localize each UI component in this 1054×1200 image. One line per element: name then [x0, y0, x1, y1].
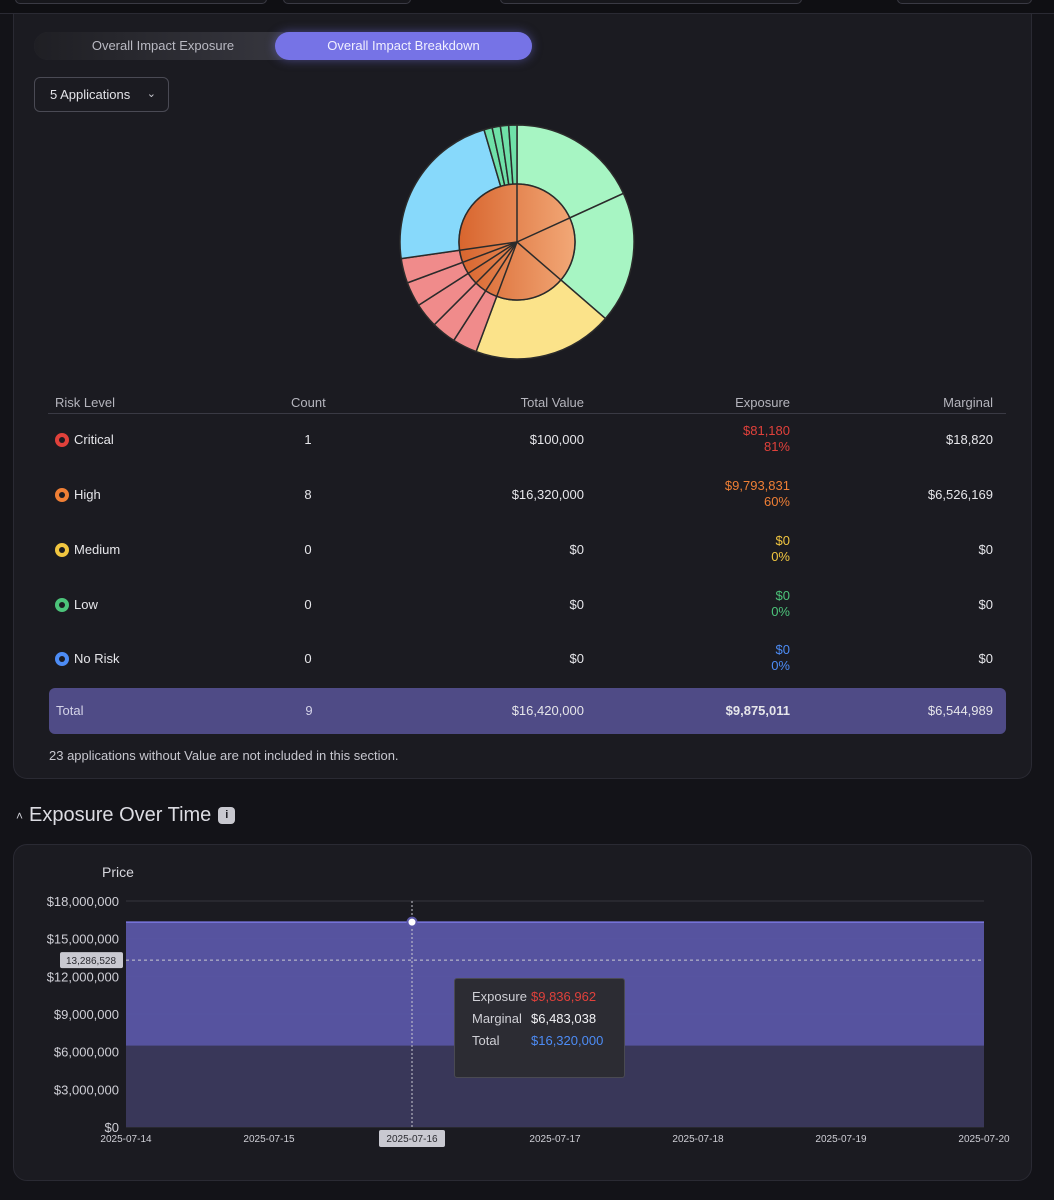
table-total-row: Total 9 $16,420,000 $9,875,011 $6,544,98… [49, 688, 1006, 734]
exposure-value: $0 [775, 533, 790, 548]
risk-dot-icon [55, 651, 69, 666]
risk-level-cell: No Risk [55, 651, 120, 666]
exposure-cell: $0 0% [771, 588, 790, 620]
risk-dot-icon [55, 487, 69, 502]
info-icon[interactable]: i [218, 807, 236, 824]
total-value-cell: $0 [569, 597, 584, 612]
exposure-value: $81,180 [743, 423, 790, 438]
exposure-value: $0 [775, 588, 790, 603]
header-risk-level: Risk Level [55, 395, 115, 410]
section-title: Exposure Over Time [29, 804, 212, 826]
count-cell: 1 [304, 432, 312, 447]
header-count: Count [291, 395, 326, 410]
tooltip-marginal-label: Marginal [472, 1011, 522, 1026]
toolbar-select[interactable] [283, 0, 411, 4]
count-cell: 0 [304, 651, 312, 666]
total-exposure: $9,875,011 [725, 703, 790, 718]
count-cell: 0 [304, 597, 312, 612]
chart-tooltip: Exposure $9,836,962 Marginal $6,483,038 … [454, 978, 625, 1078]
table-row-medium: Medium 0 $0 $0 0% $0 [48, 532, 1006, 582]
marginal-cell: $6,526,169 [927, 487, 993, 502]
toolbar-segment[interactable] [15, 0, 267, 4]
total-label: Total [56, 703, 84, 718]
count-cell: 8 [304, 487, 312, 502]
marginal-cell: $0 [978, 542, 993, 557]
risk-level-label: Low [74, 597, 98, 612]
tooltip-marginal-value: $6,483,038 [531, 1011, 597, 1026]
tooltip-exposure-value: $9,836,962 [531, 989, 597, 1004]
exposure-cell: $9,793,831 60% [725, 478, 790, 510]
exposure-value: $0 [775, 642, 790, 657]
exposure-percent: 0% [771, 549, 790, 564]
exposure-over-time-header[interactable]: ˄ Exposure Over Time i [16, 804, 236, 827]
header-marginal: Marginal [943, 395, 993, 410]
exposure-percent: 60% [763, 494, 790, 509]
total-marginal: $6,544,989 [927, 703, 993, 718]
tab-overall-impact-breakdown[interactable]: Overall Impact Breakdown [275, 32, 532, 60]
applications-filter-label: 5 Applications [50, 87, 131, 102]
marginal-cell: $0 [978, 597, 993, 612]
table-row-low: Low 0 $0 $0 0% $0 [48, 587, 1006, 637]
marginal-cell: $0 [978, 651, 993, 666]
risk-level-label: No Risk [74, 651, 120, 666]
marginal-cell: $18,820 [946, 432, 993, 447]
total-value: $16,420,000 [511, 703, 584, 718]
applications-filter-dropdown[interactable]: 5 Applications ⌄ [34, 77, 169, 112]
total-value-cell: $100,000 [529, 432, 584, 447]
total-value-cell: $0 [569, 651, 584, 666]
risk-dot-icon [55, 432, 69, 447]
header-exposure: Exposure [735, 395, 790, 410]
toolbar-search[interactable] [500, 0, 802, 4]
risk-level-label: Critical [74, 432, 114, 447]
total-count: 9 [305, 703, 313, 718]
risk-dot-icon [55, 597, 69, 612]
risk-level-cell: High [55, 487, 101, 502]
chevron-up-icon[interactable]: ˄ [16, 808, 24, 823]
tooltip-marginal-row: Marginal $6,483,038 [472, 1011, 624, 1033]
risk-dot-icon [55, 542, 69, 557]
top-toolbar [0, 0, 1054, 14]
tooltip-total-value: $16,320,000 [531, 1033, 604, 1048]
table-row-no-risk: No Risk 0 $0 $0 0% $0 [48, 641, 1006, 691]
risk-level-label: High [74, 487, 101, 502]
exposure-cell: $0 0% [771, 642, 790, 674]
exposure-percent: 0% [771, 604, 790, 619]
chevron-down-icon: ⌄ [146, 88, 156, 100]
table-row-critical: Critical 1 $100,000 $81,180 81% $18,820 [48, 422, 1006, 472]
exposure-value: $9,793,831 [724, 478, 790, 493]
risk-level-cell: Low [55, 597, 98, 612]
risk-level-cell: Medium [55, 542, 120, 557]
tooltip-exposure-row: Exposure $9,836,962 [472, 989, 624, 1011]
total-value-cell: $16,320,000 [511, 487, 584, 502]
header-divider [48, 413, 1006, 414]
tab-overall-impact-exposure[interactable]: Overall Impact Exposure [34, 32, 292, 60]
exposure-percent: 0% [771, 658, 790, 673]
exposure-percent: 81% [763, 439, 790, 454]
tooltip-total-label: Total [472, 1033, 500, 1048]
header-total-value: Total Value [520, 395, 584, 410]
excluded-apps-note: 23 applications without Value are not in… [49, 748, 399, 763]
risk-level-label: Medium [74, 542, 121, 557]
table-row-high: High 8 $16,320,000 $9,793,831 60% $6,526,… [48, 477, 1006, 527]
exposure-cell: $81,180 81% [743, 423, 790, 455]
impact-view-toggle: Overall Impact Exposure Overall Impact B… [34, 32, 532, 60]
tooltip-exposure-label: Exposure [472, 989, 527, 1004]
total-value-cell: $0 [569, 542, 584, 557]
tooltip-total-row: Total $16,320,000 [472, 1033, 624, 1055]
count-cell: 0 [304, 542, 312, 557]
toolbar-button[interactable] [897, 0, 1032, 4]
risk-level-cell: Critical [55, 432, 114, 447]
exposure-cell: $0 0% [771, 533, 790, 565]
